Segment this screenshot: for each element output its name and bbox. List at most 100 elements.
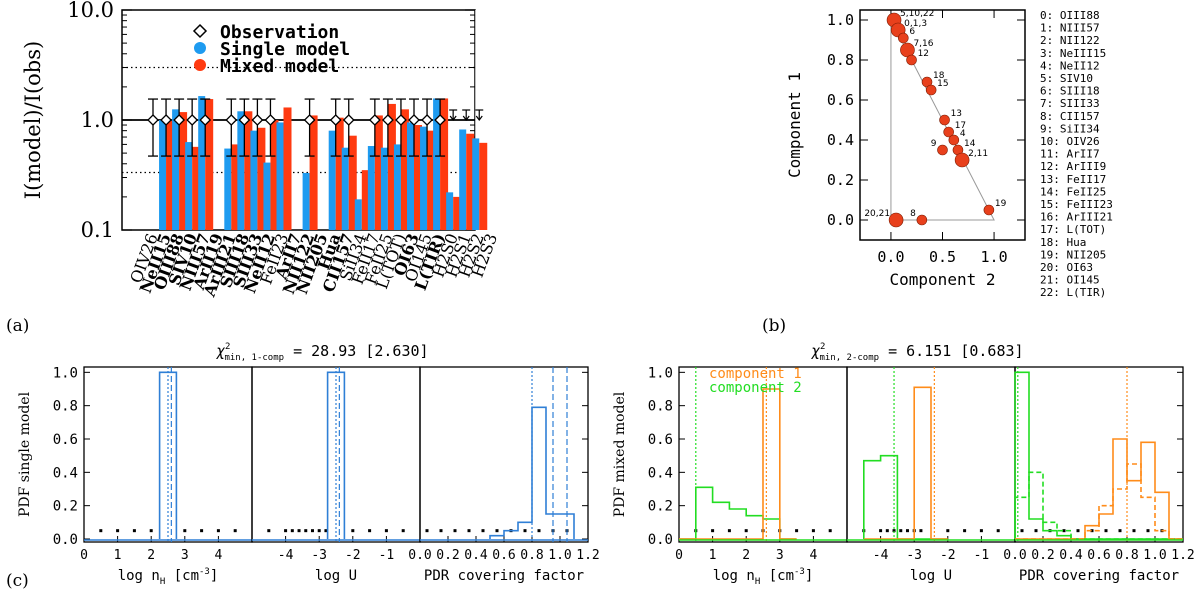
subplot-frame [419, 366, 589, 543]
sample-dot [963, 529, 967, 533]
line-key-entry: 12: ArIII9 [1040, 160, 1106, 173]
line-key-entry: 20: OI63 [1040, 261, 1093, 274]
bar-single-CII157 [341, 147, 349, 230]
bar-mixed-OI63 [414, 125, 422, 230]
point-label: 13 [951, 109, 962, 119]
bar-single-FeII17 [367, 146, 375, 230]
point-label: 8 [910, 209, 916, 219]
sample-dot [744, 529, 748, 533]
bar-single-NIII57 [198, 96, 206, 230]
sample-dot [1034, 529, 1038, 533]
bar-single-SIII33 [250, 130, 258, 230]
pdf-y-tick-label: 0.4 [53, 465, 78, 481]
y-tick-label: 0.2 [827, 171, 854, 189]
sample-dot [401, 529, 405, 533]
point-19 [983, 204, 995, 216]
bar-single-L(TOT) [393, 144, 401, 230]
pdf-y-tick-label: 0.0 [53, 532, 78, 548]
bar-mixed-H2S0 [453, 196, 462, 230]
chi2-title: χ2 min, 2-comp = 6.151 [0.683] [811, 342, 1024, 363]
bar-single-OI63 [407, 122, 414, 230]
bar-single-ArIII21 [224, 148, 232, 230]
sample-dot [885, 529, 889, 533]
point-2,11 [954, 152, 970, 168]
point-label: 0,1,3 [904, 19, 927, 29]
x-tick-label: 3 [776, 548, 784, 563]
observation-marker-SIII18 [238, 114, 251, 126]
pdf-y-tick-label: 1.0 [53, 365, 78, 381]
observation-marker-CII157 [342, 114, 355, 126]
sample-dot [899, 529, 903, 533]
sample-dot [979, 529, 983, 533]
sample-dot [99, 529, 103, 533]
y-tick-label: 1.0 [827, 11, 854, 29]
pdf-y-label: PDF single model [17, 391, 33, 517]
bar-single-NII122 [302, 172, 310, 230]
line-key-entry: 6: SIII18 [1040, 85, 1100, 98]
observation-marker-NIII57 [199, 114, 212, 126]
sample-dot [317, 529, 321, 533]
panel-b-scatter: 0.0 0.5 1.0 0.0 0.2 0.4 0.6 0.8 1.0 Component 2 Co… [785, 9, 1113, 299]
legend-single-marker [194, 42, 206, 54]
sample-dot [495, 529, 499, 533]
line-key-entry: 0: OIII88 [1040, 9, 1100, 22]
sample-dot [200, 529, 204, 533]
y-tick-label: 0.1 [81, 218, 114, 242]
subplot-x-label: log nH [cm-3] [713, 567, 814, 587]
x-tick-label: 0.8 [1115, 548, 1138, 563]
y-tick-label: 0.6 [827, 91, 854, 109]
pdf-comp1-dashed [1015, 463, 1183, 540]
bar-mixed-CII157 [348, 135, 357, 230]
x-tick-label: 1.0 [1143, 548, 1166, 563]
sample-dot [233, 529, 237, 533]
y-tick-label: 10.0 [67, 0, 114, 22]
bar-mixed-L(TOT) [400, 109, 409, 230]
y-tick-label: 0.0 [827, 211, 854, 229]
y-axis-label: Component 1 [785, 72, 804, 178]
y-tick-label: 1.0 [81, 108, 114, 132]
sample-dot [727, 529, 731, 533]
point-label: 5,10,22 [900, 9, 934, 19]
chi2-title: χ2 min, 1-comp = 28.93 [2.630] [216, 342, 429, 363]
sample-dot [297, 529, 301, 533]
x-tick-label: 0.5 [929, 248, 956, 266]
bar-single-SiII34 [354, 199, 362, 230]
bar-mixed-NIII57 [205, 99, 214, 231]
x-tick-label: 0.2 [436, 548, 459, 563]
line-key-entry: 5: SIV10 [1040, 72, 1093, 85]
sample-dot [795, 529, 799, 533]
x-tick-label: -3 [311, 548, 327, 563]
x-tick-label: -2 [345, 548, 361, 563]
sample-dot [892, 529, 896, 533]
pdf-y-tick-label: 0.8 [648, 399, 673, 415]
bar-single-Hua [328, 130, 336, 230]
bar-mixed-FeII17 [374, 115, 383, 230]
legend-observation-marker [192, 23, 208, 39]
panel-a-bar-chart: 10.01.00.1I(model)/I(obs)OIV26NeII15OIII… [21, 0, 501, 300]
bar-single-NeII12 [263, 162, 271, 230]
x-tick-label: 1.2 [576, 548, 599, 563]
observation-marker-OI63 [408, 114, 420, 126]
sample-dot [919, 529, 923, 533]
sample-dot [1076, 529, 1080, 533]
line-key-entry: 2: NII122 [1040, 34, 1100, 47]
sample-dot [216, 529, 220, 533]
bar-mixed-H2S1 [466, 133, 475, 230]
line-key-entry: 13: FeII17 [1040, 173, 1106, 186]
subplot-x-label: log U [910, 568, 952, 584]
subplot-x-label: PDR covering factor [424, 568, 584, 584]
pdf-comp2-dashed [1014, 471, 1183, 540]
line-key-entry: 8: CII157 [1040, 110, 1100, 123]
sample-dot [946, 529, 950, 533]
sample-dot [523, 529, 527, 533]
sample-dot [1146, 529, 1150, 533]
sample-dot [1132, 529, 1136, 533]
y-tick-label: 0.4 [827, 131, 854, 149]
x-tick-label: -4 [873, 548, 889, 563]
bar-mixed-H2S2 [479, 142, 488, 230]
x-tick-label: 2 [147, 548, 155, 563]
line-key-entry: 9: SiII34 [1040, 122, 1100, 135]
x-tick-label: 0.8 [520, 548, 543, 563]
legend-observation-label: Observation [220, 22, 339, 43]
sample-dot [368, 529, 372, 533]
